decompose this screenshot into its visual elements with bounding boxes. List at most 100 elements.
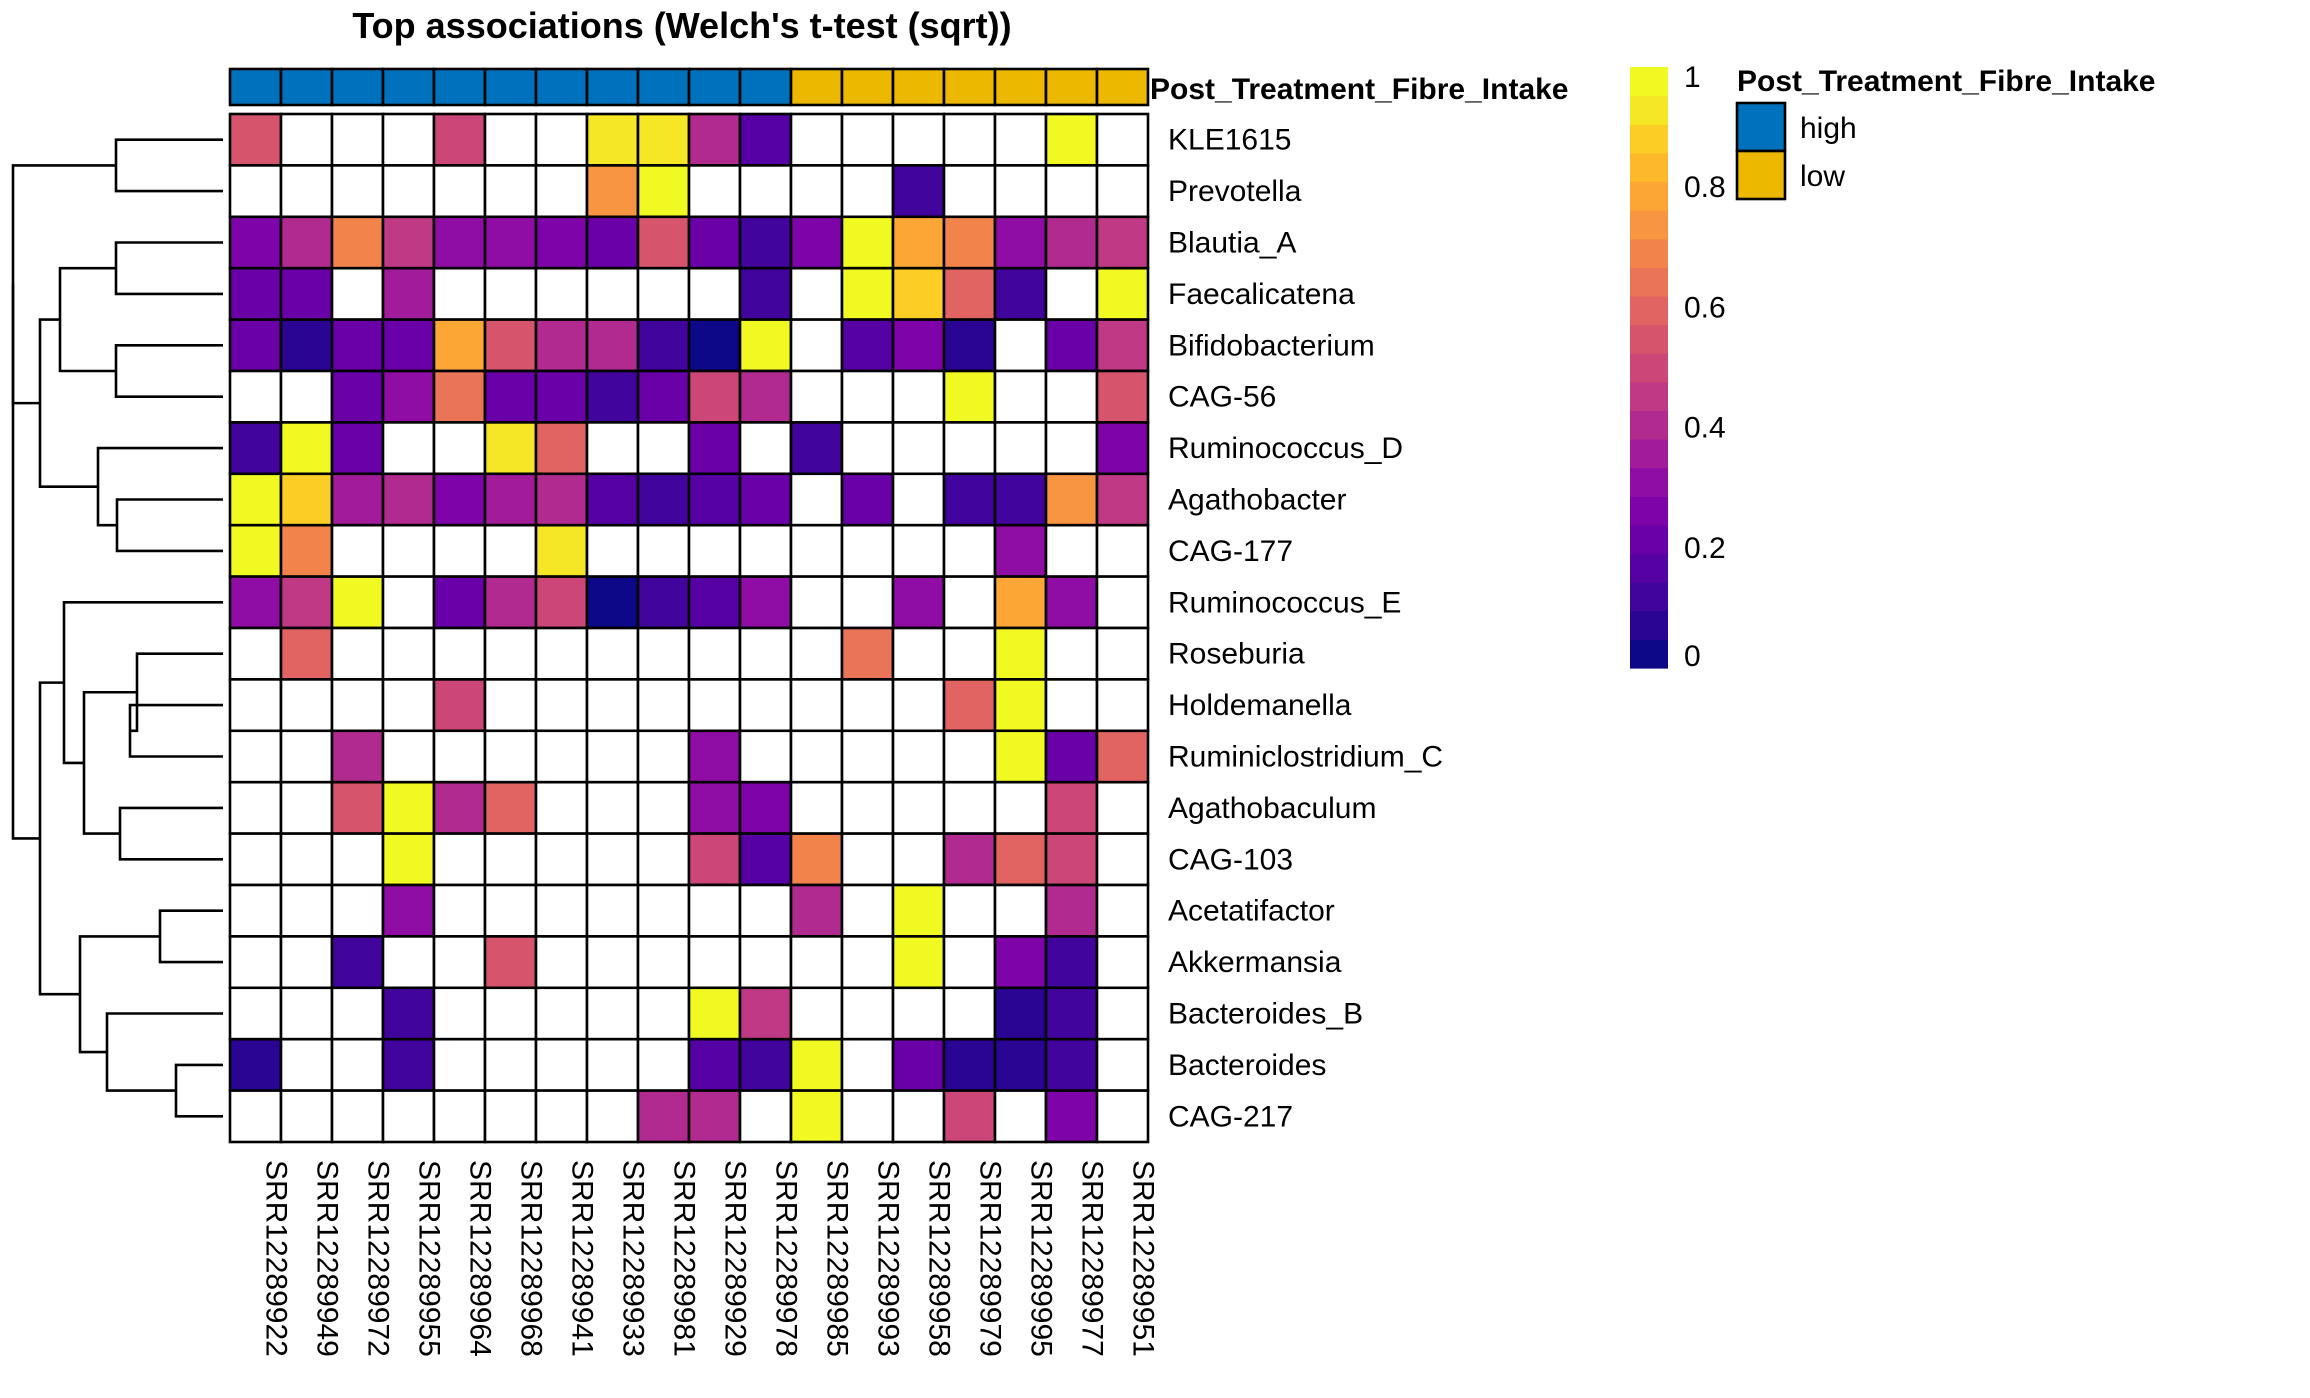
heatmap-cell — [840, 421, 895, 476]
heatmap-cell — [687, 112, 742, 167]
colorbar-segment — [1630, 610, 1668, 640]
annotation-cell — [534, 67, 589, 107]
heatmap-cell — [942, 523, 997, 578]
heatmap-cell — [942, 472, 997, 527]
heatmap-cell — [636, 164, 691, 219]
heatmap-cell — [738, 678, 793, 733]
column-label: SRR12289941 — [566, 1160, 599, 1357]
heatmap-cell — [789, 164, 844, 219]
heatmap-cell — [1044, 780, 1099, 835]
heatmap-cell — [687, 678, 742, 733]
heatmap-cell — [687, 369, 742, 424]
heatmap-cell — [942, 883, 997, 938]
heatmap-cell — [738, 472, 793, 527]
heatmap-cell — [789, 575, 844, 630]
colorbar-segment — [1630, 67, 1668, 97]
row-label: Agathobacter — [1168, 484, 1346, 517]
heatmap-cell — [891, 935, 946, 990]
heatmap-cell — [228, 472, 283, 527]
heatmap-cell — [585, 215, 640, 270]
heatmap-cell — [228, 986, 283, 1041]
heatmap-cell — [228, 112, 283, 167]
heatmap-cell — [636, 369, 691, 424]
heatmap-cell — [483, 1037, 538, 1092]
annotation-cell — [330, 67, 385, 107]
row-label: Bacteroides_B — [1168, 998, 1363, 1031]
column-label: SRR12289964 — [464, 1160, 497, 1357]
heatmap-cell — [228, 883, 283, 938]
heatmap-cell — [1095, 164, 1150, 219]
heatmap-cell — [330, 883, 385, 938]
heatmap-cell — [636, 729, 691, 784]
heatmap-cell — [789, 318, 844, 373]
heatmap-cell — [1095, 986, 1150, 1041]
heatmap-cell — [789, 935, 844, 990]
heatmap-cell — [636, 318, 691, 373]
heatmap-cell — [1044, 678, 1099, 733]
heatmap-cell — [891, 421, 946, 476]
colorbar-segment — [1630, 181, 1668, 211]
dendrogram-branch — [62, 601, 223, 765]
heatmap-cell — [330, 1037, 385, 1092]
heatmap-cell — [585, 421, 640, 476]
heatmap-cell — [381, 986, 436, 1041]
heatmap-cell — [840, 780, 895, 835]
colorbar-segment — [1630, 582, 1668, 612]
column-label: SRR12289979 — [974, 1160, 1007, 1357]
heatmap-cell — [687, 986, 742, 1041]
heatmap-cell — [891, 575, 946, 630]
colorbar-segment — [1630, 639, 1668, 669]
heatmap-cell — [279, 1089, 334, 1144]
column-label: SRR12289978 — [770, 1160, 803, 1357]
colorbar-segment — [1630, 353, 1668, 383]
colorbar-segment — [1630, 267, 1668, 297]
heatmap-cell — [942, 369, 997, 424]
heatmap-cell — [432, 935, 487, 990]
colorbar-segment — [1630, 381, 1668, 412]
heatmap-cell — [534, 575, 589, 630]
heatmap-cell — [738, 318, 793, 373]
heatmap-cell — [330, 935, 385, 990]
heatmap-cell — [891, 883, 946, 938]
heatmap-cell — [1044, 883, 1099, 938]
heatmap-cell — [432, 369, 487, 424]
colorbar-segment — [1630, 410, 1668, 440]
heatmap-cell — [738, 164, 793, 219]
heatmap-cell — [534, 215, 589, 270]
heatmap-cell — [789, 832, 844, 887]
heatmap-cell — [738, 1089, 793, 1144]
heatmap-cell — [636, 832, 691, 887]
heatmap-cell — [1044, 472, 1099, 527]
heatmap-cell — [585, 472, 640, 527]
heatmap-cell — [534, 164, 589, 219]
heatmap-cell — [330, 318, 385, 373]
heatmap-cell — [483, 678, 538, 733]
heatmap-cell — [789, 986, 844, 1041]
heatmap-cells — [228, 112, 1150, 1144]
row-label: CAG-56 — [1168, 381, 1276, 414]
heatmap-cell — [483, 575, 538, 630]
dendrogram-branch — [78, 935, 160, 1054]
heatmap-cell — [585, 266, 640, 321]
column-label: SRR12289977 — [1076, 1160, 1109, 1357]
heatmap-cell — [738, 1037, 793, 1092]
heatmap-cell — [993, 164, 1048, 219]
heatmap-cell — [1095, 523, 1150, 578]
heatmap-cell — [789, 266, 844, 321]
heatmap-cell — [738, 523, 793, 578]
heatmap-cell — [534, 883, 589, 938]
heatmap-cell — [789, 421, 844, 476]
heatmap-cell — [381, 780, 436, 835]
heatmap-cell — [381, 112, 436, 167]
heatmap-cell — [483, 832, 538, 887]
heatmap-cell — [636, 523, 691, 578]
colorbar-segment — [1630, 238, 1668, 268]
annotation-cell — [942, 67, 997, 107]
heatmap-cell — [789, 1089, 844, 1144]
heatmap-cell — [1095, 1089, 1150, 1144]
heatmap-cell — [1044, 523, 1099, 578]
heatmap-cell — [1095, 112, 1150, 167]
row-label: Blautia_A — [1168, 227, 1296, 260]
heatmap-cell — [840, 575, 895, 630]
heatmap-cell — [585, 935, 640, 990]
